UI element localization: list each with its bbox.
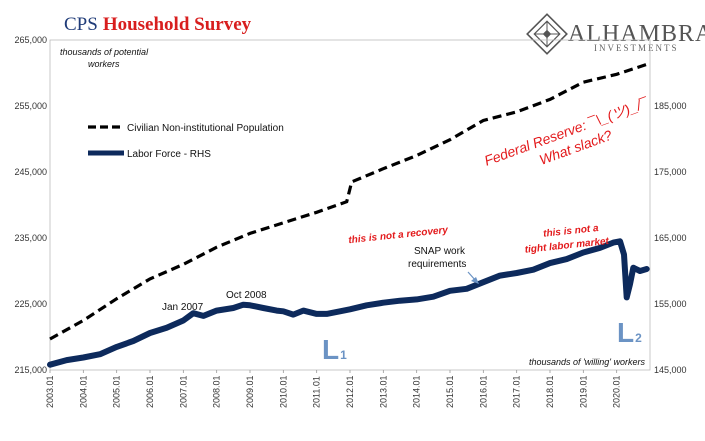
x-axis: 2003.01 2004.01 2005.01 2006.01 2007.01 2008.… (45, 370, 622, 408)
annotation-l1: L1 (322, 334, 347, 365)
legend-label-labor-force: Labor Force - RHS (127, 149, 211, 160)
right-tick-label: 155,000 (654, 299, 687, 309)
annotation-recovery: this is not a recovery (348, 225, 449, 246)
legend-label-population: Civilian Non-institutional Population (127, 123, 284, 134)
right-tick-label: 185,000 (654, 101, 687, 111)
x-tick-label: 2017.01 (512, 375, 522, 408)
left-tick-label: 215,000 (14, 365, 47, 375)
x-tick-label: 2009.01 (245, 375, 255, 408)
annotation-tight-2: tight labor market (524, 236, 610, 256)
logo-sub: INVESTMENTS (594, 43, 679, 53)
x-tick-label: 2014.01 (412, 375, 422, 408)
left-tick-label: 255,000 (14, 101, 47, 111)
right-tick-label: 145,000 (654, 365, 687, 375)
left-tick-label: 245,000 (14, 167, 47, 177)
annotation-snap-1: SNAP work (414, 246, 466, 257)
x-tick-label: 2010.01 (278, 375, 288, 408)
left-tick-label: 235,000 (14, 233, 47, 243)
left-tick-label: 265,000 (14, 35, 47, 45)
plot-frame (49, 39, 651, 371)
series-line-population (49, 62, 648, 341)
x-tick-label: 2008.01 (212, 375, 222, 408)
title-part2: Household Survey (103, 14, 252, 35)
x-tick-label: 2007.01 (178, 375, 188, 408)
x-tick-label: 2005.01 (112, 375, 122, 408)
x-tick-label: 2011.01 (312, 376, 322, 408)
x-tick-label: 2003.01 (45, 375, 55, 408)
legend: Civilian Non-institutional Population La… (88, 123, 284, 160)
x-tick-label: 2020.01 (612, 375, 622, 408)
series-line-labor-force (47, 238, 650, 368)
left-unit-label-1: thousands of potential (60, 47, 149, 57)
x-tick-label: 2004.01 (78, 375, 88, 408)
arrow-icon (467, 271, 479, 284)
x-tick-label: 2018.01 (545, 375, 555, 408)
x-tick-label: 2016.01 (478, 375, 488, 408)
x-tick-label: 2015.01 (445, 375, 455, 408)
annotation-fed-group: Federal Reserve: ¯\_(ツ)_/¯ What slack? (482, 94, 651, 168)
logo-name: ALHAMBRA (568, 21, 705, 47)
x-tick-label: 2013.01 (378, 375, 388, 408)
x-tick-label: 2012.01 (345, 375, 355, 408)
right-unit-label: thousands of 'willing' workers (529, 357, 645, 367)
diamond-icon (526, 13, 568, 55)
right-tick-label: 175,000 (654, 167, 687, 177)
alhambra-logo: ALHAMBRA INVESTMENTS (526, 13, 705, 55)
left-axis: 215,000 225,000 235,000 245,000 255,000 265,0… (14, 35, 47, 375)
annotation-jan2007: Jan 2007 (162, 302, 204, 313)
x-tick-label: 2006.01 (145, 375, 155, 408)
left-tick-label: 225,000 (14, 299, 47, 309)
annotation-oct2008: Oct 2008 (226, 290, 267, 301)
x-tick-label: 2019.01 (578, 375, 588, 408)
chart-title: CPS Household Survey (64, 14, 252, 35)
right-tick-label: 165,000 (654, 233, 687, 243)
annotation-l2: L2 (617, 317, 642, 348)
title-part1: CPS (64, 14, 98, 35)
annotation-snap-2: requirements (408, 259, 466, 270)
left-unit-label-2: workers (88, 59, 120, 69)
right-axis: 145,000 155,000 165,000 175,000 185,000 (654, 101, 687, 375)
